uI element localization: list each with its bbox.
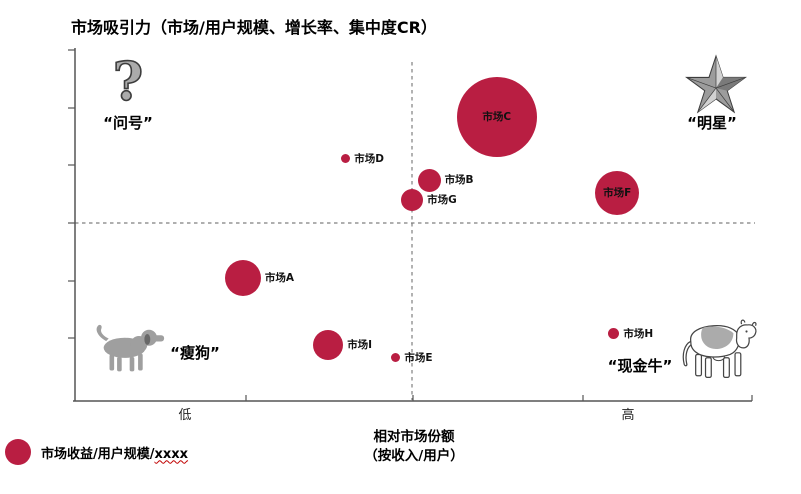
x-tick-label-low: 低 — [178, 408, 192, 423]
x-tick-label-high: 高 — [621, 408, 635, 423]
chart-title: 市场吸引力（市场/用户规模、增长率、集中度CR） — [71, 18, 437, 37]
legend-label-placeholder: xxxx — [154, 446, 189, 462]
quadrant-label-question-mark: “问号” — [103, 114, 153, 132]
question-mark-icon: ? — [112, 51, 144, 114]
dog-icon — [96, 324, 165, 372]
quadrant-label-star: “明星” — [687, 114, 737, 132]
legend: 市场收益/用户规模/xxxx — [5, 438, 188, 466]
quadrant-label-cash-cow: “现金牛” — [607, 357, 673, 375]
svg-text:?: ? — [113, 52, 143, 113]
star-icon — [685, 54, 747, 114]
legend-label-text: 市场收益/用户规模/ — [41, 446, 155, 462]
x-axis-title-line2: （按收入/用户） — [364, 447, 464, 464]
quadrant-label-dog: “瘦狗” — [170, 344, 220, 362]
cow-icon — [682, 319, 757, 379]
x-axis-title-line1: 相对市场份额 — [373, 429, 455, 445]
x-axis-title: 相对市场份额 （按收入/用户） — [314, 428, 514, 466]
legend-label: 市场收益/用户规模/xxxx — [41, 443, 188, 462]
legend-bubble-icon — [5, 439, 31, 465]
